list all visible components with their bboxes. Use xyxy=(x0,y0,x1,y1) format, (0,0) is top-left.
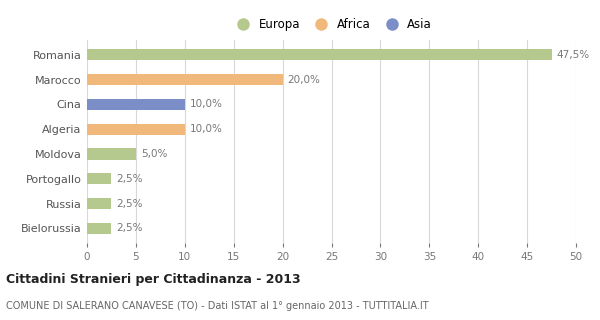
Bar xyxy=(87,99,185,110)
Bar xyxy=(87,173,112,184)
Text: COMUNE DI SALERANO CANAVESE (TO) - Dati ISTAT al 1° gennaio 2013 - TUTTITALIA.IT: COMUNE DI SALERANO CANAVESE (TO) - Dati … xyxy=(6,301,428,311)
Text: 2,5%: 2,5% xyxy=(116,199,143,209)
Text: 20,0%: 20,0% xyxy=(287,75,320,84)
Bar xyxy=(87,124,185,135)
Bar xyxy=(87,148,136,160)
Bar xyxy=(87,223,112,234)
Legend: Europa, Africa, Asia: Europa, Africa, Asia xyxy=(227,13,436,36)
Text: 47,5%: 47,5% xyxy=(556,50,590,60)
Text: 2,5%: 2,5% xyxy=(116,174,143,184)
Text: Cittadini Stranieri per Cittadinanza - 2013: Cittadini Stranieri per Cittadinanza - 2… xyxy=(6,273,301,286)
Bar xyxy=(87,198,112,209)
Bar xyxy=(87,74,283,85)
Text: 2,5%: 2,5% xyxy=(116,223,143,233)
Text: 5,0%: 5,0% xyxy=(141,149,167,159)
Text: 10,0%: 10,0% xyxy=(190,124,223,134)
Bar xyxy=(87,49,551,60)
Text: 10,0%: 10,0% xyxy=(190,100,223,109)
